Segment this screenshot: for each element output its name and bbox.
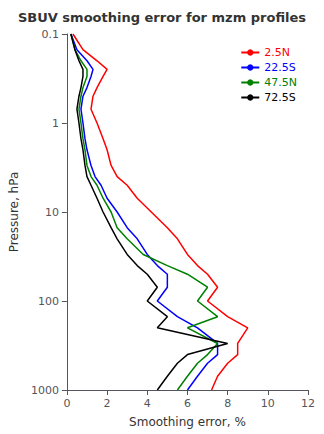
svg-text:1: 1 — [52, 117, 59, 130]
svg-text:22.5S: 22.5S — [264, 61, 295, 74]
svg-text:12: 12 — [301, 397, 315, 410]
svg-text:2: 2 — [104, 397, 111, 410]
svg-text:4: 4 — [144, 397, 151, 410]
svg-text:Pressure, hPa: Pressure, hPa — [7, 172, 21, 253]
svg-text:72.5S: 72.5S — [264, 91, 295, 104]
svg-text:10: 10 — [261, 397, 275, 410]
svg-text:10: 10 — [45, 206, 59, 219]
svg-text:0.1: 0.1 — [41, 28, 59, 41]
svg-text:8: 8 — [224, 397, 231, 410]
svg-text:47.5N: 47.5N — [264, 76, 297, 89]
svg-text:100: 100 — [38, 295, 59, 308]
svg-text:SBUV smoothing error for mzm p: SBUV smoothing error for mzm profiles — [18, 10, 306, 25]
svg-text:2.5N: 2.5N — [264, 46, 290, 59]
svg-text:1000: 1000 — [31, 384, 59, 397]
svg-text:0: 0 — [63, 397, 70, 410]
svg-text:6: 6 — [184, 397, 191, 410]
svg-text:Smoothing error, %: Smoothing error, % — [129, 415, 246, 429]
